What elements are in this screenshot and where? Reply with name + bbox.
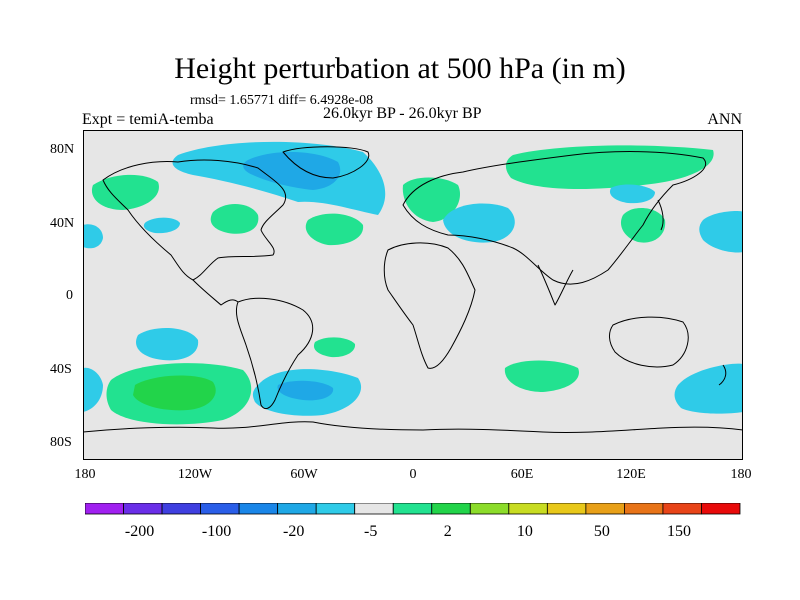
colorbar-box — [277, 503, 317, 515]
coastline-south-america — [235, 297, 313, 410]
negative-anomaly-region — [699, 210, 743, 253]
x-axis-label: 180 — [74, 467, 96, 482]
colorbar-box — [354, 503, 394, 515]
season-label: ANN — [707, 111, 742, 128]
coastline-antarctica — [83, 421, 743, 434]
positive-anomaly-region — [305, 213, 364, 246]
colorbar-box — [701, 503, 741, 515]
colorbar-box — [624, 503, 664, 515]
colorbar-box — [238, 503, 279, 515]
plot-title: Height perturbation at 500 hPa (in m) — [174, 52, 626, 85]
coastline-greenland — [282, 146, 370, 179]
x-axis-label: 180 — [730, 467, 752, 482]
x-axis-label: 120W — [177, 467, 213, 482]
colorbar-label: -100 — [202, 523, 231, 540]
negative-anomaly-region — [243, 151, 341, 190]
colorbar-label: -200 — [125, 523, 154, 540]
negative-anomaly-region — [277, 380, 334, 401]
colorbar-box — [431, 503, 471, 515]
positive-anomaly-region — [505, 145, 714, 190]
colorbar-label: 150 — [667, 523, 691, 540]
y-axis-label: 80S — [50, 435, 72, 450]
map-frame — [83, 130, 743, 460]
coastline-europe-asia — [402, 151, 706, 285]
colorbar-box — [585, 503, 625, 515]
positive-anomaly-region — [91, 174, 159, 210]
coastline-japan — [657, 199, 664, 231]
coastline-central-america — [192, 279, 239, 306]
y-axis-label: 40S — [50, 362, 72, 377]
positive-anomaly-region — [210, 204, 259, 234]
negative-anomaly-region — [135, 328, 199, 361]
positive-anomaly-region — [504, 360, 579, 392]
colorbar-label: 50 — [594, 523, 610, 540]
y-axis-label: 40N — [50, 216, 75, 231]
colorbar-box — [469, 503, 510, 515]
negative-anomaly-region — [83, 224, 103, 249]
colorbar-label: 2 — [444, 523, 452, 540]
y-axis-label: 0 — [66, 288, 73, 303]
colorbar: -200 -100 -20 -5 2 10 50 150 — [85, 503, 741, 540]
negative-anomaly-region — [609, 184, 655, 204]
coastlines — [83, 146, 743, 434]
x-axis-label: 60E — [510, 467, 534, 482]
x-axis-label: 0 — [409, 467, 417, 482]
colorbar-box — [123, 503, 163, 515]
colorbar-label: 10 — [517, 523, 533, 540]
positive-anomaly-region — [313, 337, 356, 358]
y-axis-label: 80N — [50, 142, 75, 157]
colorbar-box — [85, 503, 124, 515]
rmsd-diff-stats: rmsd= 1.65771 diff= 6.4928e-08 — [190, 93, 374, 108]
coastline-australia — [609, 316, 689, 368]
period-label: 26.0kyr BP - 26.0kyr BP — [323, 105, 482, 122]
negative-anomaly-region — [143, 217, 180, 234]
colorbar-boxes — [85, 503, 741, 515]
coastline-north-america — [102, 159, 286, 281]
coastline-africa — [383, 242, 476, 369]
colorbar-box — [662, 503, 702, 515]
negative-anomaly-region — [443, 203, 515, 243]
experiment-label: Expt = temiA-temba — [82, 111, 214, 128]
colorbar-box — [200, 503, 240, 515]
colorbar-labels: -200 -100 -20 -5 2 10 50 150 — [125, 523, 691, 540]
map-panel — [83, 130, 743, 460]
x-axis-label: 60W — [290, 467, 318, 482]
positive-anomaly-region — [133, 375, 216, 411]
colorbar-box — [508, 503, 548, 515]
colorbar-label: -20 — [283, 523, 304, 540]
negative-anomaly-region — [83, 367, 103, 412]
colorbar-box — [392, 503, 433, 515]
x-axis-label: 120E — [616, 467, 646, 482]
colorbar-box — [315, 503, 356, 515]
coastline-new-zealand — [718, 364, 727, 386]
coastline-india — [537, 264, 574, 306]
colorbar-box — [161, 503, 201, 515]
colorbar-box — [546, 503, 587, 515]
colorbar-label: -5 — [364, 523, 377, 540]
